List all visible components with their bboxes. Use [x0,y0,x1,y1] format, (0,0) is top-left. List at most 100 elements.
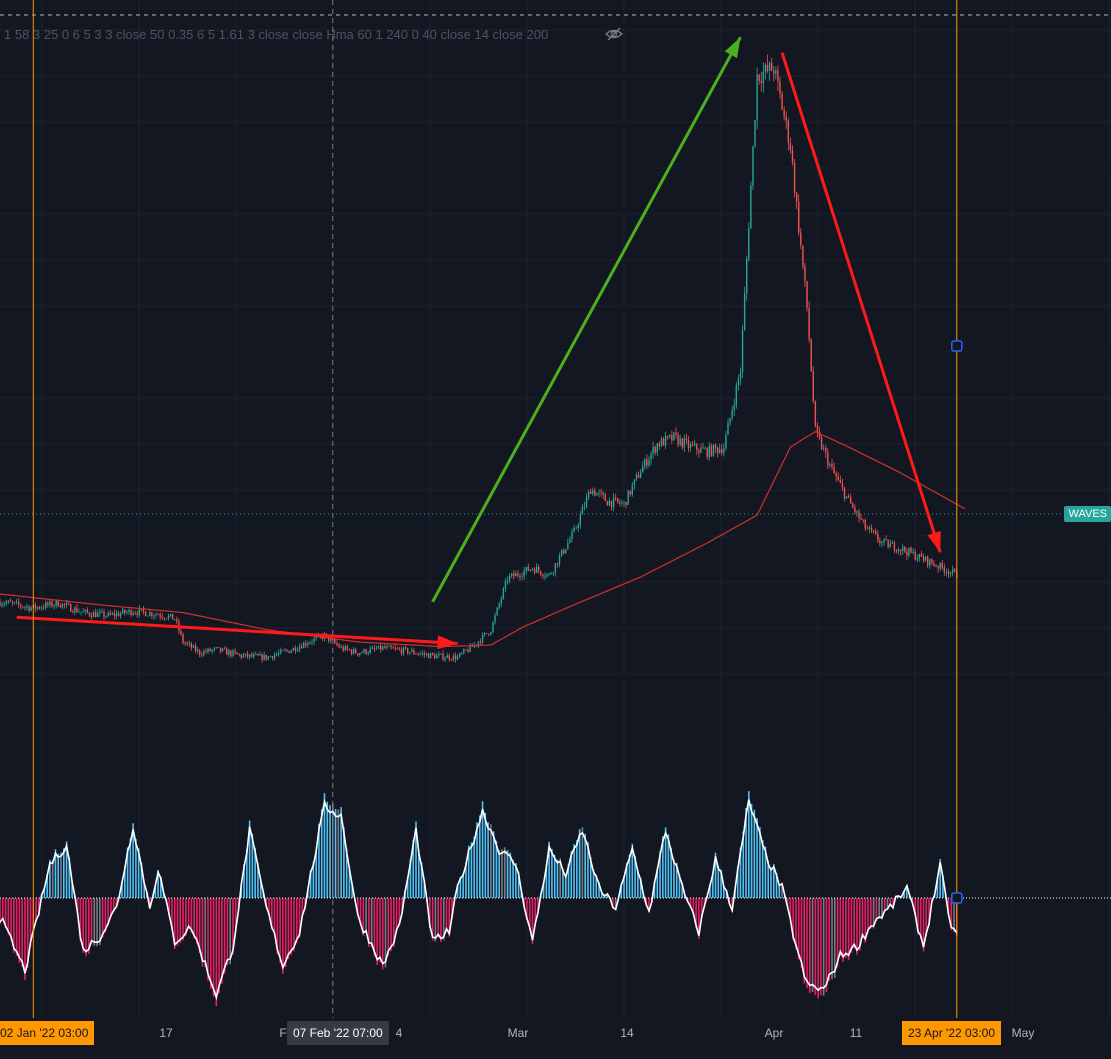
candle [540,571,542,575]
candle [679,438,681,445]
candle [887,539,889,548]
candle [24,606,26,608]
candle [465,649,467,651]
candle [40,607,43,609]
candle [305,642,307,646]
candle [721,449,723,453]
candle [130,609,132,615]
candle [671,434,673,441]
candle [779,81,781,94]
candle [388,645,390,647]
time-axis[interactable]: 17 F 4 Mar 14 Apr 11 May 02 Jan '22 03:0… [0,1018,1111,1048]
trend-arrows[interactable] [16,36,942,650]
candle [456,656,459,660]
candle [933,563,935,566]
candle [866,528,869,530]
candle [768,62,771,71]
candle [109,612,111,615]
candle [86,609,89,613]
candle [463,649,465,654]
candle [802,245,804,267]
candle [810,339,812,372]
candle [820,437,823,449]
candle [313,638,315,643]
candle [694,443,696,446]
candle [777,70,779,82]
candle [775,70,777,74]
eye-hidden-icon[interactable] [604,26,624,42]
candle [835,473,837,478]
candle [731,410,733,418]
candle [350,649,353,654]
drag-handle-top[interactable] [951,340,963,352]
candle [458,653,461,657]
candle [515,573,517,577]
candle [687,439,690,448]
candle [885,539,887,541]
candle [604,494,606,501]
candle [275,654,278,656]
candle [673,432,675,441]
candle [660,438,663,447]
candle [342,646,344,651]
candle [70,604,72,612]
candle [793,162,796,193]
candle [816,425,819,432]
candle [348,649,351,651]
candle [750,185,752,229]
candle [392,647,394,649]
candle [290,650,292,653]
candle [590,491,592,494]
candle [194,645,197,652]
candle [860,518,862,520]
candle [939,562,941,569]
candle [371,647,374,649]
candle [377,645,380,649]
trend-arrow-head [927,531,941,553]
candle [169,613,172,616]
candle [710,445,713,456]
drag-handle-bottom[interactable] [951,892,963,904]
candle [15,601,18,603]
candle [122,609,124,614]
candle [877,533,879,541]
candle [257,654,259,656]
candle [363,649,365,653]
candle [330,638,332,641]
candle [124,609,126,613]
candle [804,266,806,282]
candle [30,607,32,611]
candle [359,653,361,656]
candle [234,650,236,653]
candle [891,542,894,544]
candle [253,654,255,657]
candle [88,612,91,616]
candle [136,613,138,615]
candle [438,654,440,656]
candle [675,432,677,435]
candle [406,648,409,654]
candle [947,571,950,575]
candle [935,565,937,567]
candle [400,649,403,654]
candle [937,566,939,569]
candle [448,655,450,660]
candle [689,444,692,448]
candle [417,653,419,655]
candle [627,490,629,506]
candle [113,613,116,616]
end-time-badge: 23 Apr '22 03:00 [902,1021,1002,1045]
candle [577,524,579,528]
candle [700,447,702,453]
candle [916,558,918,560]
candle [65,603,68,605]
candle [525,566,527,571]
candle [893,542,896,551]
candle [99,611,101,613]
candle [119,613,122,616]
candle [296,649,299,652]
candle [573,527,575,532]
candle [61,603,64,608]
candle [242,655,245,658]
